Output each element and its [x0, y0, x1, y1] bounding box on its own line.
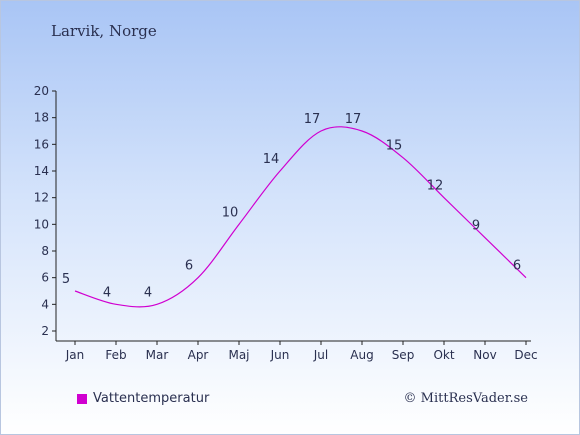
data-label: 4: [103, 285, 111, 300]
data-label: 17: [304, 112, 321, 127]
x-tick-label: Okt: [433, 348, 454, 362]
y-tick-label: 12: [34, 191, 49, 205]
series-layer: [74, 126, 527, 308]
y-tick-label: 8: [41, 244, 49, 258]
y-tick-label: 4: [41, 297, 49, 311]
data-label: 10: [222, 205, 239, 220]
x-tick-label: Apr: [188, 348, 209, 362]
data-label: 9: [472, 219, 480, 234]
y-tick-label: 2: [41, 324, 49, 338]
x-tick-label: Jan: [65, 348, 85, 362]
y-tick-label: 18: [34, 111, 49, 125]
legend: Vattentemperatur: [77, 391, 209, 406]
y-tick-label: 10: [34, 217, 49, 231]
x-tick-label: Jul: [313, 348, 328, 362]
data-label: 6: [513, 259, 521, 274]
credit-text: © MittResVader.se: [403, 391, 528, 406]
x-tick-label: Feb: [105, 348, 126, 362]
series-line: [74, 126, 527, 308]
location-title: Larvik, Norge: [51, 22, 157, 40]
x-tick-label: Dec: [514, 348, 537, 362]
y-tick-label: 6: [41, 271, 49, 285]
data-label: 5: [62, 272, 70, 287]
x-tick-label: Aug: [350, 348, 373, 362]
x-tick-label: Nov: [473, 348, 496, 362]
data-label: 17: [345, 112, 362, 127]
data-label: 4: [144, 285, 152, 300]
x-tick-label: Mar: [146, 348, 169, 362]
legend-swatch: [77, 393, 87, 404]
chart-axes: 2 4 6 8 10 12 14 16 18 20 Jan Feb Mar Apr Maj Jun Jul Aug…: [34, 84, 538, 362]
x-tick-label: Jun: [270, 348, 290, 362]
legend-label: Vattentemperatur: [93, 391, 210, 406]
data-label: 14: [263, 152, 280, 167]
y-tick-label: 14: [34, 164, 49, 178]
y-tick-label: 20: [34, 84, 49, 98]
x-tick-label: Maj: [228, 348, 249, 362]
data-labels: 5 4 4 6 10 14 17 17 15 12 9 6: [62, 112, 521, 300]
x-tick-label: Sep: [392, 348, 415, 362]
data-label: 6: [185, 259, 193, 274]
data-label: 15: [386, 139, 403, 154]
data-label: 12: [427, 179, 444, 194]
y-tick-label: 16: [34, 137, 49, 151]
